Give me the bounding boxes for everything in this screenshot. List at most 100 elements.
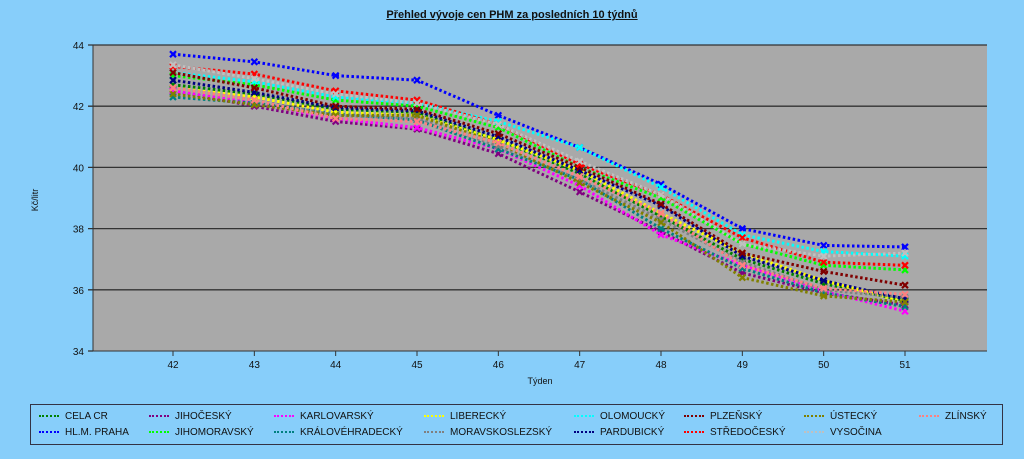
data-point-marker [738,273,747,282]
legend-item: CELA CR [39,408,149,424]
data-point-marker [250,84,259,92]
legend-swatch [804,414,824,420]
data-point-marker [657,230,665,239]
data-point-marker [250,96,259,104]
data-point-marker [901,281,909,289]
legend-label: LIBERECKÝ [450,410,507,422]
legend-item: ZLÍNSKÝ [919,408,1009,424]
legend-item: KARLOVARSKÝ [274,408,424,424]
legend-label: PLZEŇSKÝ [710,410,763,422]
legend-label: ZLÍNSKÝ [945,410,987,422]
legend-item: LIBERECKÝ [424,408,574,424]
series-line-9 [172,78,906,301]
legend-swatch [684,430,704,436]
legend-label: JIHOČESKÝ [175,410,232,422]
legend-item: MORAVSKOSLEZSKÝ [424,424,574,440]
data-point-marker [331,90,340,98]
series-line-8 [172,71,906,258]
data-point-marker [901,249,909,257]
data-point-marker [169,61,177,69]
data-point-marker [575,188,584,196]
y-tick-label: 40 [73,163,85,174]
y-tick-label: 44 [73,41,85,52]
x-tick-label: 47 [574,360,586,371]
series-line-12 [172,92,906,304]
data-point-marker [819,258,828,267]
legend-swatch [574,430,594,436]
legend-label: VYSOČINA [830,426,882,438]
legend-label: HL.M. PRAHA [65,426,129,438]
data-point-marker [331,71,340,80]
series-line-5 [172,95,906,309]
legend-swatch [39,430,59,436]
series-line-14 [172,86,906,296]
legend-item: STŘEDOČESKÝ [684,424,804,440]
x-tick-label: 48 [655,360,667,371]
data-point-marker [575,143,584,152]
data-point-marker [657,191,665,199]
legend-label: CELA CR [65,410,108,422]
legend-item: OLOMOUCKÝ [574,408,684,424]
legend-swatch [149,414,169,420]
data-point-marker [657,218,665,227]
data-point-marker [494,139,503,147]
legend-label: JIHOMORAVSKÝ [175,426,254,438]
x-tick-label: 51 [899,360,911,371]
x-tick-label: 46 [493,360,505,371]
y-tick-label: 38 [73,225,85,236]
legend-label: MORAVSKOSLEZSKÝ [450,426,553,438]
data-point-marker [901,290,909,299]
legend-label: KARLOVARSKÝ [300,410,374,422]
data-point-marker [169,68,177,77]
legend-item: ÚSTECKÝ [804,408,919,424]
data-point-marker [413,99,421,107]
legend-swatch [274,414,294,420]
data-point-marker [413,105,421,114]
y-tick-label: 36 [73,286,85,297]
series-line-1 [172,52,906,249]
legend-swatch [424,430,444,436]
legend-label: ÚSTECKÝ [830,410,878,422]
data-point-marker [494,129,503,138]
data-point-marker [819,241,828,250]
legend-swatch [274,430,294,436]
series-line-13 [172,63,906,258]
series-line-0 [172,83,906,302]
legend-label: OLOMOUCKÝ [600,410,666,422]
data-point-marker [494,120,503,129]
legend-swatch [574,414,594,420]
legend-swatch [149,430,169,436]
legend-swatch [39,414,59,420]
legend-label: STŘEDOČESKÝ [710,426,786,438]
data-point-marker [250,74,259,83]
line-chart: 34 36 38 40 42 44 42 43 44 45 46 47 48 49 50 51 Týden Kč/… [30,41,987,386]
data-point-marker [738,234,747,242]
y-axis-label: Kč/litr [30,189,40,212]
data-point-marker [169,50,177,58]
data-point-marker [169,90,177,98]
x-tick-label: 50 [818,360,830,371]
legend-item: JIHOMORAVSKÝ [149,424,274,440]
series-line-10 [172,71,906,287]
legend: CELA CR JIHOČESKÝ KARLOVARSKÝ LIBERECKÝ OLOM… [30,404,1003,445]
legend-label: KRÁLOVÉHRADECKÝ [300,426,403,438]
series-line-3 [172,74,906,272]
plot-area [93,45,987,351]
series-line-4 [172,89,906,313]
chart-title: Přehled vývoje cen PHM za posledních 10 … [386,9,638,21]
x-tick-label: 49 [737,360,749,371]
data-point-marker [413,117,421,126]
data-point-marker [575,178,584,187]
legend-item: JIHOČESKÝ [149,408,274,424]
data-point-marker [331,102,340,110]
legend-swatch [684,414,704,420]
data-point-marker [169,84,177,92]
data-point-marker [738,240,747,248]
legend-item: VYSOČINA [804,424,919,440]
data-point-marker [657,183,665,192]
data-point-marker [413,123,421,132]
data-point-marker [738,261,747,270]
data-point-marker [494,111,503,120]
data-point-marker [819,284,828,293]
data-point-marker [901,243,909,251]
